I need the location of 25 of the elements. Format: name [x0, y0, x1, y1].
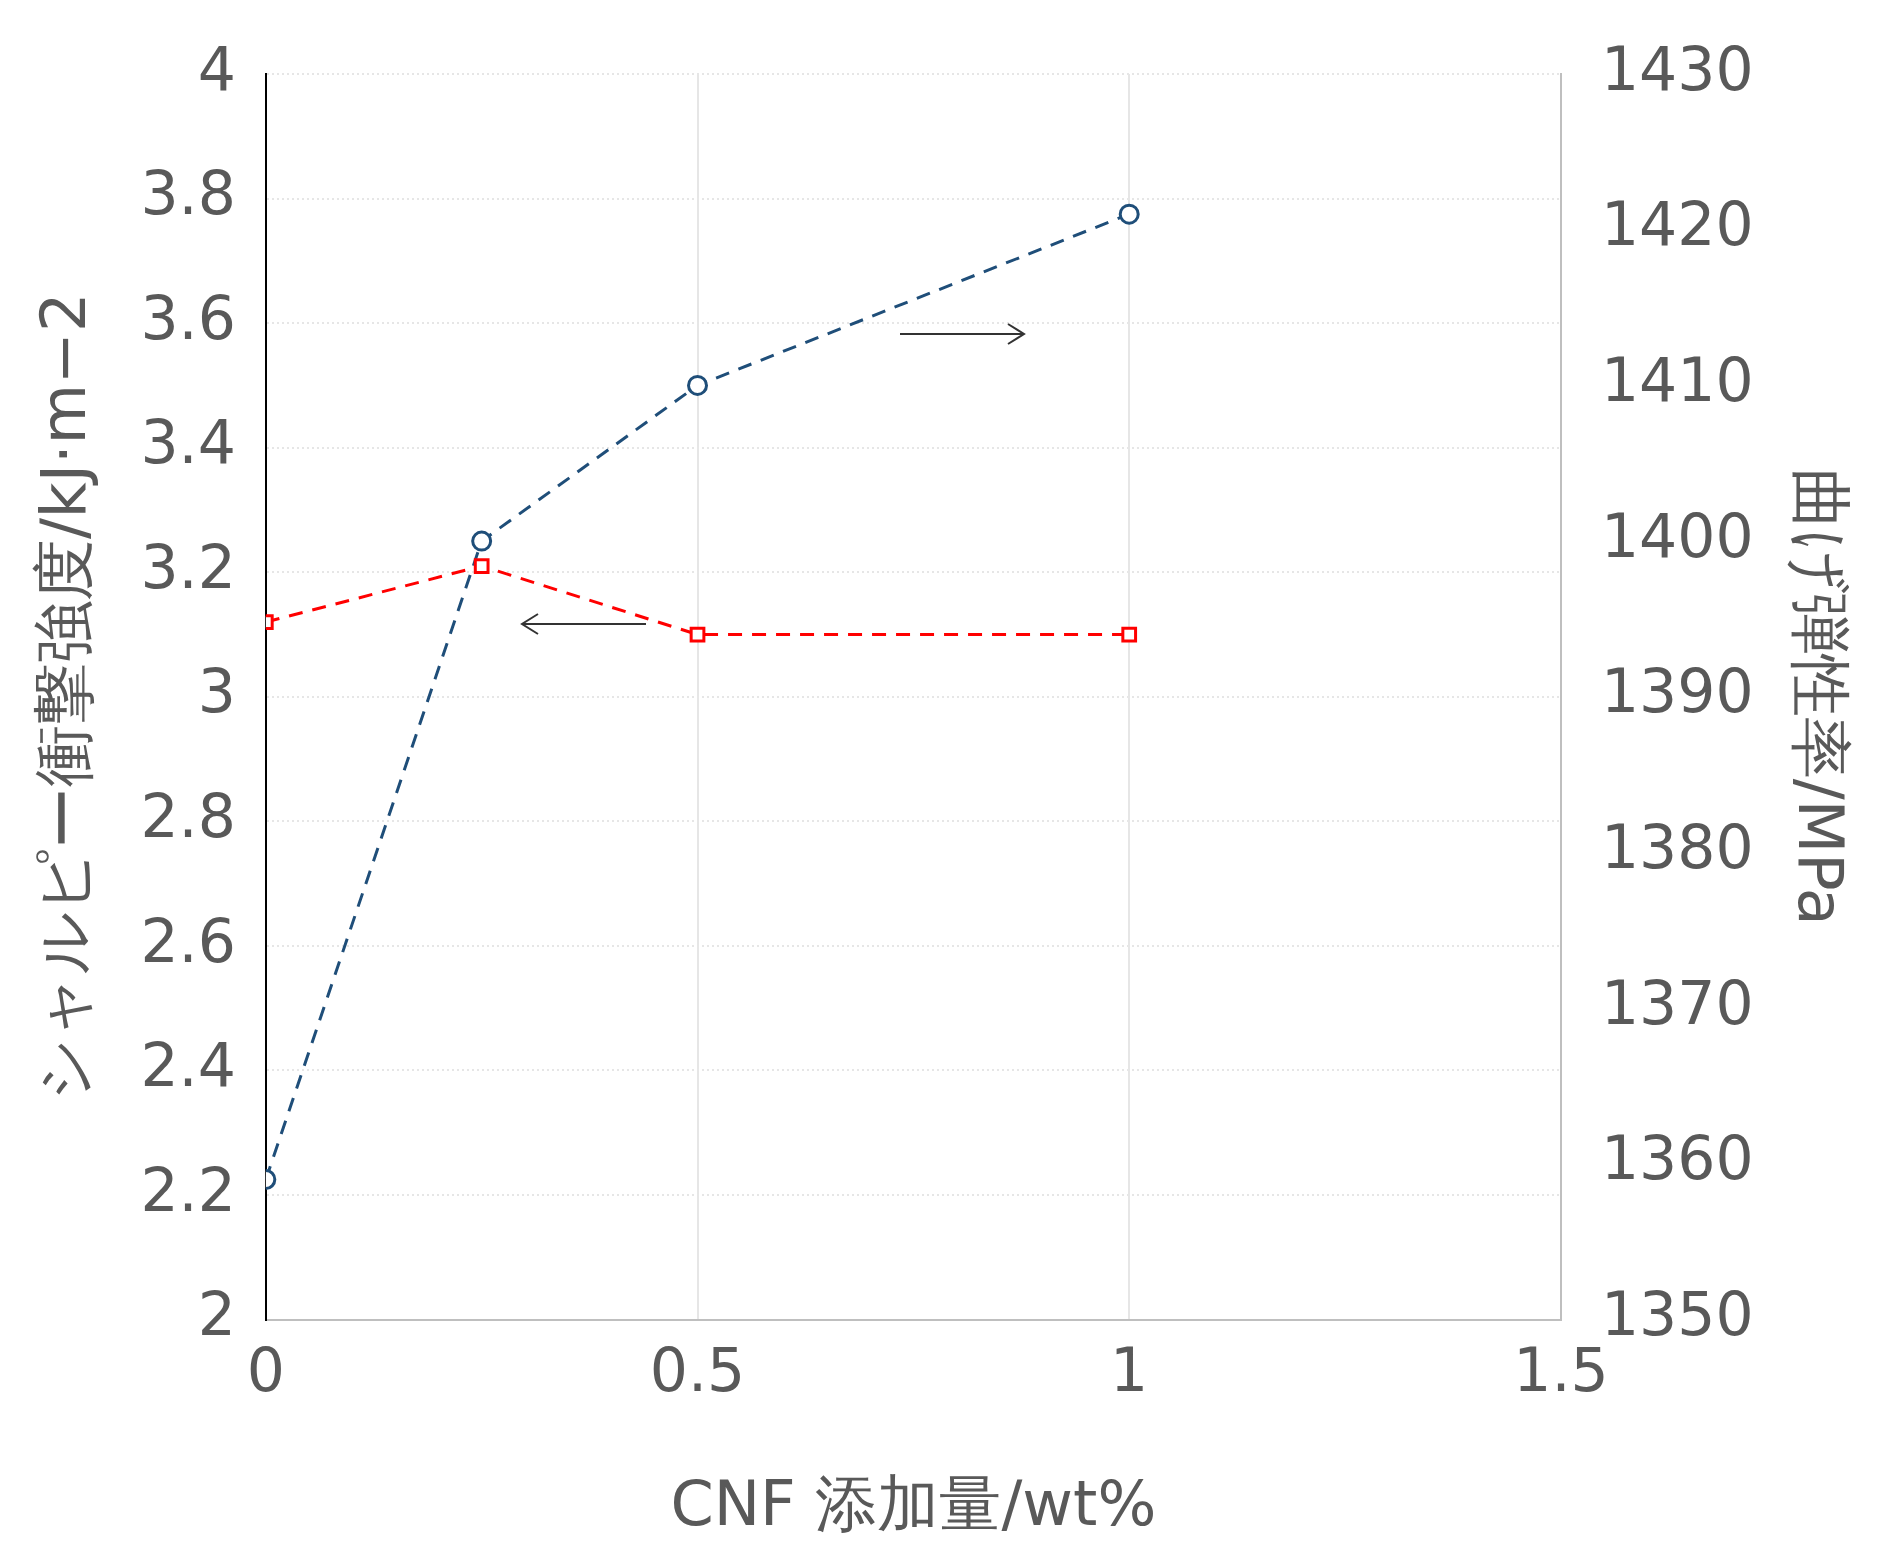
y-tick-label: 3.6 — [140, 282, 236, 353]
y2-tick-label: 1360 — [1600, 1123, 1754, 1194]
y2-tick-label: 1380 — [1600, 812, 1754, 883]
x-tick-label: 0.5 — [649, 1335, 746, 1406]
y-tick-label: 2.2 — [140, 1154, 236, 1225]
x-tick-label: 0 — [246, 1335, 285, 1406]
x-tick-label: 1 — [1110, 1335, 1149, 1406]
y-tick-label: 2.6 — [140, 905, 236, 976]
y2-tick-label: 1430 — [1600, 33, 1754, 104]
y-tick-label: 3.4 — [140, 407, 236, 478]
y2-tick-label: 1410 — [1600, 344, 1754, 415]
y2-tick-label: 1400 — [1600, 500, 1754, 571]
y-axis-title: シャルピー衝撃強度/kJ·m−2 — [27, 292, 101, 1102]
y-tick-label: 3 — [197, 656, 236, 727]
y-tick-label: 3.2 — [140, 531, 236, 602]
y-tick-label: 2.4 — [140, 1030, 236, 1101]
y2-tick-label: 1370 — [1600, 967, 1754, 1038]
y-tick-label: 4 — [197, 33, 236, 104]
y2-tick-label: 1420 — [1600, 189, 1754, 260]
y-tick-label: 2.8 — [140, 780, 236, 851]
x-axis-title: CNF 添加量/wt% — [670, 1466, 1157, 1540]
y2-tick-label: 1390 — [1600, 656, 1754, 727]
y2-axis-title: 曲げ弾性率/MPa — [1783, 467, 1857, 926]
y-tick-label: 3.8 — [140, 158, 236, 229]
y-tick-label: 2 — [197, 1279, 236, 1350]
